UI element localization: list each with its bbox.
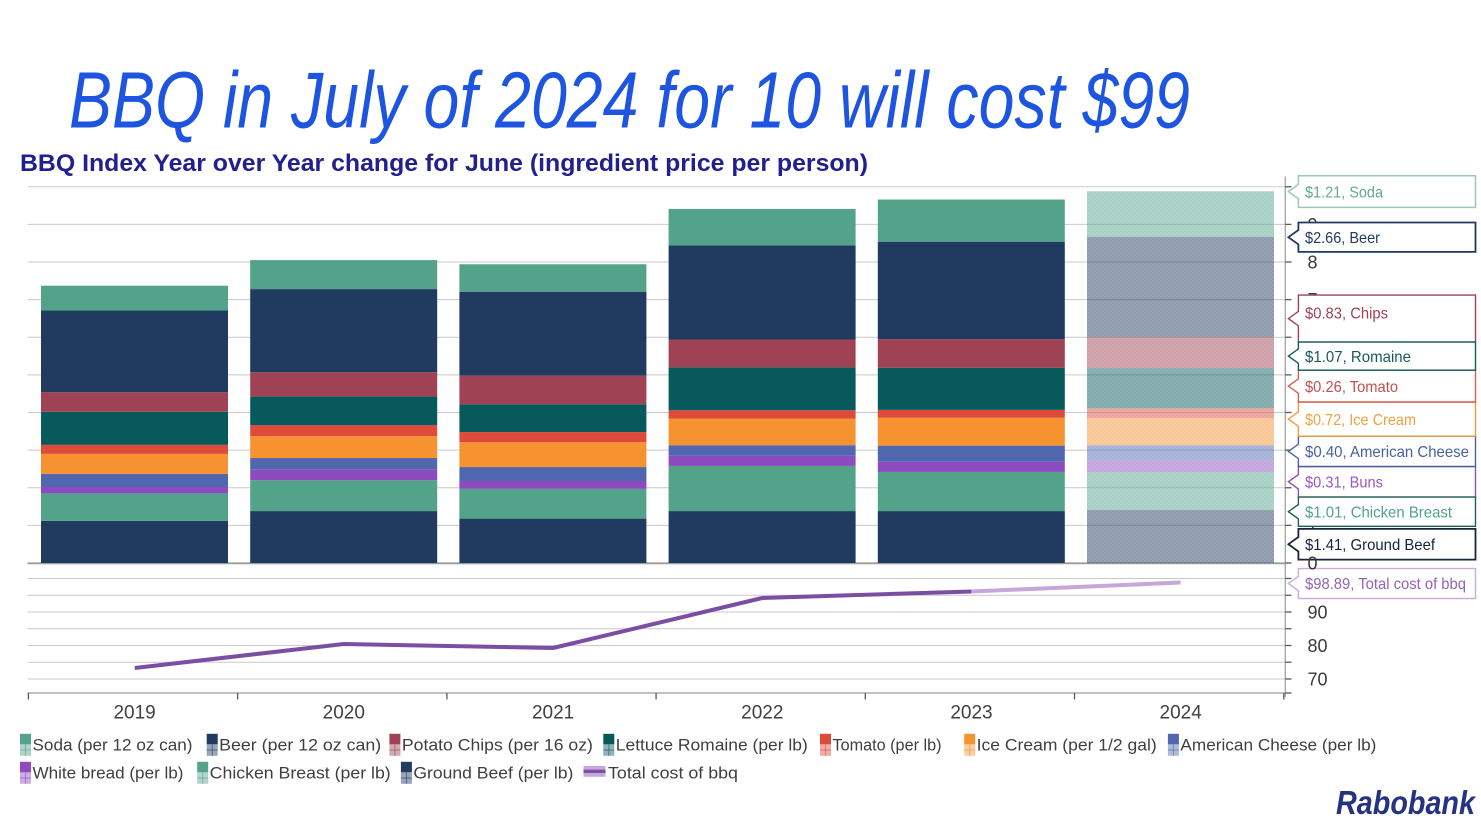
svg-text:White bread (per lb): White bread (per lb) xyxy=(33,764,184,783)
svg-text:0: 0 xyxy=(1308,554,1318,574)
svg-text:$0.31, Buns: $0.31, Buns xyxy=(1305,475,1383,492)
svg-text:Ice Cream (per 1/2 gal): Ice Cream (per 1/2 gal) xyxy=(977,736,1157,755)
svg-text:Potato Chips (per 16 oz): Potato Chips (per 16 oz) xyxy=(402,736,593,755)
svg-text:80: 80 xyxy=(1308,636,1328,656)
svg-text:Beer (per 12 oz can): Beer (per 12 oz can) xyxy=(219,736,381,755)
svg-text:$98.89, Total cost of bbq: $98.89, Total cost of bbq xyxy=(1305,576,1466,593)
svg-text:$1.41, Ground Beef: $1.41, Ground Beef xyxy=(1305,537,1436,554)
svg-text:70: 70 xyxy=(1308,670,1328,690)
svg-text:Chicken Breast (per lb): Chicken Breast (per lb) xyxy=(210,764,391,783)
svg-text:$2.66, Beer: $2.66, Beer xyxy=(1305,230,1381,247)
svg-text:$1.21, Soda: $1.21, Soda xyxy=(1305,184,1383,201)
svg-text:2023: 2023 xyxy=(950,703,992,724)
svg-text:Soda (per 12 oz can): Soda (per 12 oz can) xyxy=(33,736,193,755)
svg-text:8: 8 xyxy=(1308,253,1318,273)
svg-text:Ground Beef (per lb): Ground Beef (per lb) xyxy=(413,764,573,783)
svg-text:Rabobank: Rabobank xyxy=(1336,784,1476,821)
svg-text:American Cheese (per lb): American Cheese (per lb) xyxy=(1180,736,1376,755)
svg-text:Total cost of bbq: Total cost of bbq xyxy=(608,764,738,783)
svg-text:$0.40, American Cheese: $0.40, American Cheese xyxy=(1305,444,1469,461)
svg-text:2024: 2024 xyxy=(1160,703,1203,724)
svg-text:2022: 2022 xyxy=(741,703,783,724)
svg-text:Tomato (per lb): Tomato (per lb) xyxy=(833,736,942,755)
svg-text:$1.01, Chicken Breast: $1.01, Chicken Breast xyxy=(1305,504,1453,521)
svg-text:BBQ Index Year over Year chang: BBQ Index Year over Year change for June… xyxy=(20,150,868,177)
svg-text:BBQ in July of 2024 for 10 wil: BBQ in July of 2024 for 10 will cost $99 xyxy=(69,56,1190,145)
svg-text:Lettuce Romaine (per lb): Lettuce Romaine (per lb) xyxy=(616,736,808,755)
svg-text:$0.83, Chips: $0.83, Chips xyxy=(1305,306,1388,323)
svg-text:2020: 2020 xyxy=(323,703,365,724)
svg-text:$0.26, Tomato: $0.26, Tomato xyxy=(1305,379,1398,396)
svg-text:2019: 2019 xyxy=(113,703,155,724)
svg-text:$1.07, Romaine: $1.07, Romaine xyxy=(1305,349,1411,366)
svg-text:90: 90 xyxy=(1308,603,1328,623)
svg-text:2021: 2021 xyxy=(532,703,574,724)
svg-text:$0.72, Ice Cream: $0.72, Ice Cream xyxy=(1305,412,1416,429)
